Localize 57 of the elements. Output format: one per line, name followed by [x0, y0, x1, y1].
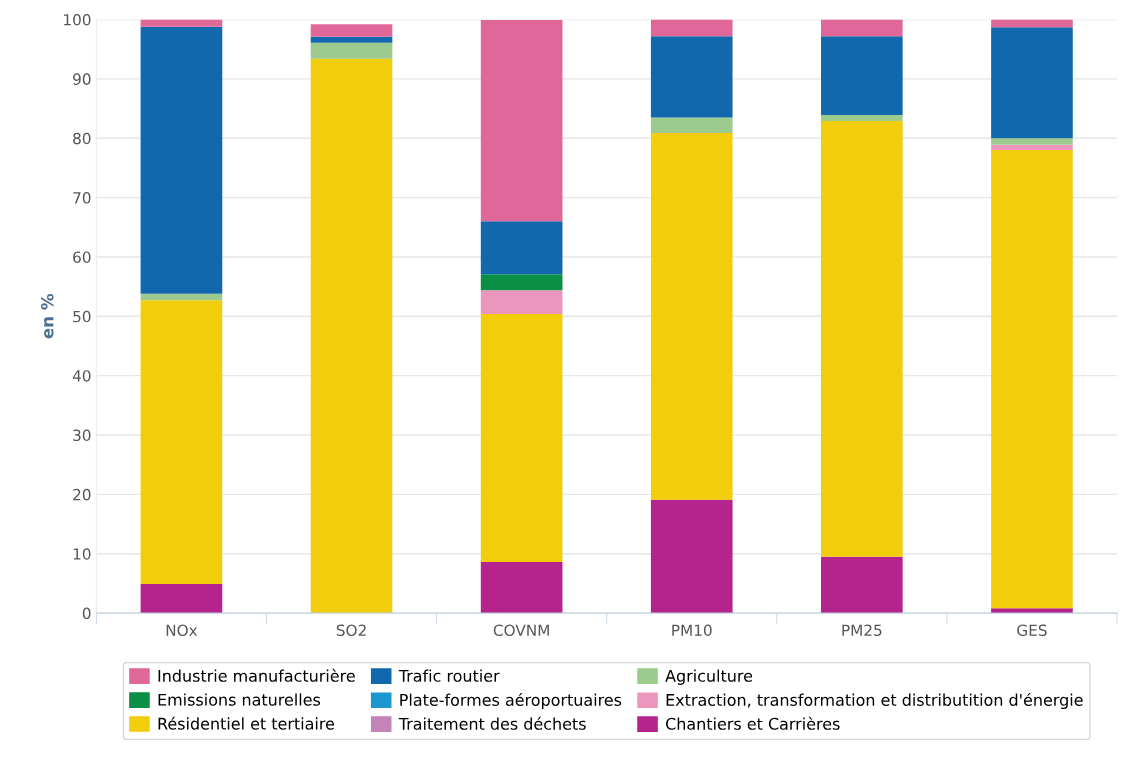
- legend-label: Chantiers et Carrières: [666, 716, 840, 730]
- bar: [991, 138, 1073, 145]
- bar: [140, 293, 223, 301]
- bar: [310, 58, 393, 614]
- y-tick-label: 100: [64, 13, 91, 26]
- bar: [310, 36, 393, 43]
- x-tick-label: COVNM: [493, 624, 549, 637]
- y-tick-label: 0: [82, 607, 91, 620]
- legend-label: Extraction, transformation et distributition d'énergie: [666, 692, 1083, 710]
- bar: [650, 499, 733, 614]
- x-tick-label: GES: [1017, 624, 1047, 637]
- bar: [991, 144, 1073, 151]
- bar: [480, 221, 563, 275]
- x-tick-label: SO2: [336, 624, 366, 637]
- bar: [480, 313, 563, 563]
- y-tick-label: 70: [73, 192, 91, 204]
- y-tick-label: 60: [73, 251, 91, 263]
- y-tick-label: 20: [73, 488, 91, 501]
- bar: [821, 115, 903, 122]
- bar: [480, 274, 563, 291]
- legend-label: Trafic routier: [398, 669, 500, 682]
- y-tick-label: 30: [73, 429, 91, 442]
- legend-label: Plate-formes aéroportuaires: [400, 692, 622, 710]
- bar: [821, 121, 903, 557]
- x-tick-label: NOx: [166, 624, 198, 637]
- bar: [991, 19, 1073, 28]
- bar: [140, 584, 223, 614]
- bar: [310, 42, 393, 59]
- bar: [991, 150, 1073, 609]
- bar: [140, 26, 223, 294]
- bar: [650, 36, 733, 118]
- y-tick-label: 80: [73, 132, 91, 145]
- legend-label: Industrie manufacturière: [158, 668, 355, 682]
- bar: [140, 19, 223, 27]
- y-tick-label: 90: [73, 73, 91, 85]
- bar: [310, 24, 393, 37]
- bar: [140, 300, 223, 584]
- bar: [991, 27, 1073, 139]
- bar: [480, 20, 563, 222]
- bar: [650, 132, 733, 500]
- bar: [821, 556, 903, 614]
- bar: [650, 19, 733, 37]
- bar: [480, 562, 563, 614]
- legend-label: Traitement des déchets: [398, 716, 586, 730]
- x-tick-label: PM25: [842, 624, 882, 637]
- legend-label: Résidentiel et tertiaire: [158, 716, 335, 730]
- bar: [650, 117, 733, 133]
- legend-label: Emissions naturelles: [158, 693, 321, 706]
- x-tick-label: PM10: [672, 624, 712, 637]
- y-tick-label: 50: [73, 310, 91, 323]
- bar: [480, 290, 563, 314]
- legend-label: Agriculture: [665, 669, 753, 685]
- bar: [821, 19, 903, 37]
- y-axis-title: en %: [40, 294, 54, 339]
- y-tick-label: 40: [72, 370, 91, 382]
- bar: [821, 36, 903, 116]
- y-tick-label: 10: [73, 548, 91, 560]
